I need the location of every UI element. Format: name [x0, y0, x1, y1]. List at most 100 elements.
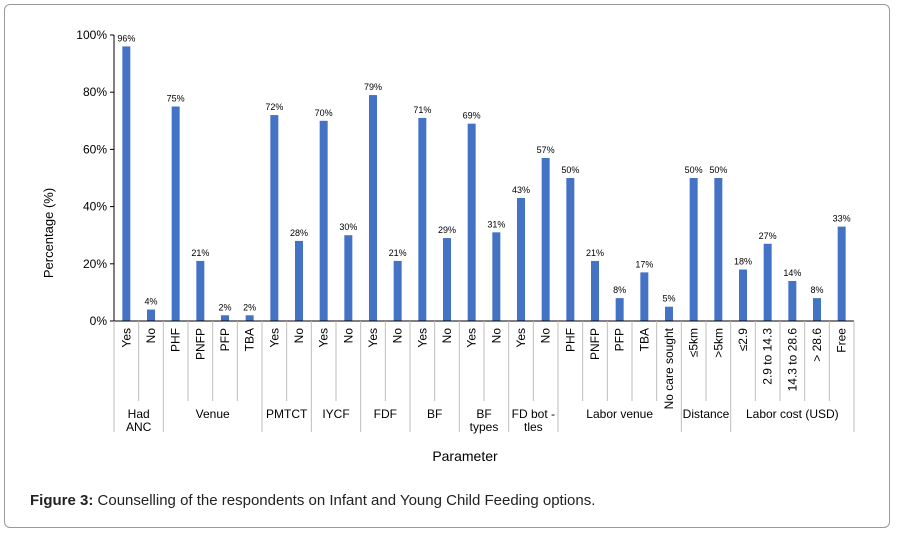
x-tick-label: No — [539, 328, 553, 344]
bar-value-label: 71% — [413, 105, 431, 115]
bar — [171, 106, 180, 321]
y-axis: 0% 20% 40% 60% 80% 100% — [76, 28, 115, 328]
y-tick-label: 80% — [83, 85, 107, 99]
group-label: BF — [476, 407, 491, 421]
y-tick-label: 0% — [90, 314, 108, 328]
x-tick-label: > 28.6 — [810, 328, 824, 362]
bar — [689, 178, 698, 321]
bar-value-label: 2% — [218, 302, 231, 312]
bar-value-label: 75% — [167, 94, 185, 104]
x-tick-label: Yes — [415, 328, 429, 348]
bar — [443, 238, 451, 321]
bar — [739, 269, 747, 321]
bar — [763, 243, 772, 321]
bar-value-label: 69% — [463, 111, 481, 121]
bar-value-label: 33% — [833, 214, 851, 224]
group-label: Labor cost (USD) — [746, 407, 839, 421]
bar-value-label: 2% — [243, 302, 256, 312]
x-tick-label: No — [144, 328, 158, 344]
bar-value-label: 14% — [783, 268, 801, 278]
group-label: ANC — [126, 420, 152, 434]
figure-caption: Figure 3: Counselling of the respondents… — [30, 492, 595, 509]
bar-value-label: 21% — [586, 248, 604, 258]
y-tick-label: 20% — [83, 257, 107, 271]
bar-value-label: 21% — [389, 248, 407, 258]
bar — [147, 309, 155, 321]
bar — [196, 260, 205, 321]
x-tick-label: No — [489, 328, 503, 344]
bars — [122, 46, 846, 321]
bar-value-label: 21% — [191, 248, 209, 258]
x-tick-label: Yes — [267, 328, 281, 348]
x-tick-label: No care sought — [662, 327, 676, 409]
group-label: IYCF — [322, 407, 349, 421]
bar — [640, 272, 649, 321]
x-tick-label: Yes — [317, 328, 331, 348]
bar-value-label: 28% — [290, 228, 308, 238]
x-tick-label: ≤2.9 — [736, 328, 750, 352]
bar-value-label: 8% — [613, 285, 626, 295]
bar — [566, 178, 575, 321]
x-tick-label: Free — [835, 328, 849, 353]
x-tick-label: ≤5km — [687, 328, 701, 357]
x-tick-label: PFP — [218, 328, 232, 351]
x-tick-label: 14.3 to 28.6 — [785, 328, 799, 392]
group-label: Venue — [196, 407, 230, 421]
bar — [714, 178, 723, 321]
bar-value-label: 4% — [144, 297, 157, 307]
group-label: Distance — [683, 407, 730, 421]
bar — [615, 298, 624, 321]
bar — [813, 298, 821, 321]
bar — [122, 46, 131, 321]
x-tick-label: No — [391, 328, 405, 344]
x-tick-label: >5km — [711, 328, 725, 358]
bar — [665, 306, 673, 321]
bar-value-label: 30% — [339, 222, 357, 232]
group-label: FDF — [374, 407, 397, 421]
bar — [517, 198, 525, 321]
x-tick-label: No — [440, 328, 454, 344]
figure-caption-text: Counselling of the respondents on Infant… — [97, 492, 596, 509]
bar-value-label: 17% — [635, 259, 653, 269]
x-tick-label: PHF — [563, 328, 577, 352]
x-tick-label: TBA — [243, 328, 257, 351]
y-tick-label: 40% — [83, 200, 107, 214]
bar-value-label: 8% — [810, 285, 823, 295]
figure-label: Figure 3: — [30, 492, 94, 509]
bar — [492, 232, 501, 321]
x-tick-label: 2.9 to 14.3 — [761, 328, 775, 385]
bar-value-label: 57% — [537, 145, 555, 155]
bar-value-label: 27% — [759, 231, 777, 241]
bar — [837, 226, 846, 321]
x-tick-label: Yes — [465, 328, 479, 348]
x-axis-title: Parameter — [432, 448, 498, 464]
x-tick-label: Yes — [514, 328, 528, 348]
bar — [467, 123, 476, 321]
x-tick-label: Yes — [366, 328, 380, 348]
x-axis: Yes No PHF PNFP PFP TBA Yes No Yes No Yes No Yes No Ye… — [113, 320, 855, 434]
bar — [245, 315, 254, 321]
value-labels: 96% 4% 75% 21% 2% 2% 72% 28% 70% 30% 79% 21% 71% 29% 6… — [117, 33, 850, 312]
group-label: PMTCT — [266, 407, 308, 421]
bar — [295, 240, 303, 321]
bar-value-label: 50% — [561, 165, 579, 175]
x-tick-label: TBA — [637, 328, 651, 351]
bar — [541, 157, 550, 321]
x-tick-label: Yes — [119, 328, 133, 348]
bar — [591, 260, 599, 321]
group-label: Labor venue — [586, 407, 653, 421]
bar — [788, 280, 797, 321]
bar — [344, 235, 353, 321]
bar-value-label: 5% — [662, 294, 675, 304]
bar-value-label: 50% — [709, 165, 727, 175]
group-label: tles — [524, 420, 543, 434]
bar — [393, 260, 402, 321]
x-tick-label: PHF — [169, 328, 183, 352]
bar-value-label: 70% — [315, 108, 333, 118]
bar — [418, 117, 427, 321]
bar-value-label: 96% — [117, 33, 135, 43]
y-axis-title: Percentage (%) — [41, 188, 56, 278]
y-tick-label: 100% — [76, 28, 107, 42]
group-label: Had — [128, 407, 150, 421]
bar-value-label: 18% — [734, 257, 752, 267]
